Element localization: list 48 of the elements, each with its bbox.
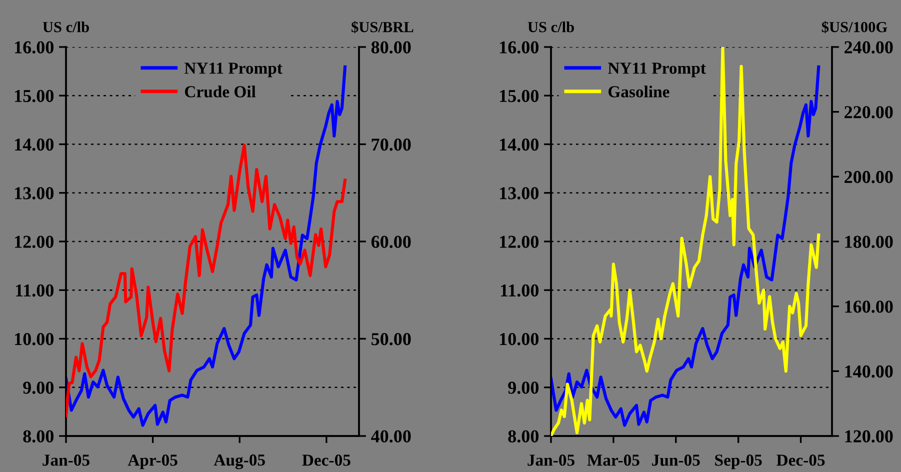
- y-tick-label: 10.00: [500, 333, 539, 346]
- legend-label: Crude Oil: [184, 86, 256, 98]
- y2-tick-label: 220.00: [844, 106, 893, 118]
- y-axis-title: US c/lb: [528, 21, 574, 32]
- y2-tick-label: 240.00: [844, 41, 893, 54]
- y-tick-label: 15.00: [15, 90, 54, 102]
- y2-axis-title: $US/100G: [822, 21, 888, 34]
- x-tick-label: Jan-05: [42, 454, 90, 466]
- y-axis-title: US c/lb: [42, 21, 89, 32]
- y-tick-label: 15.00: [500, 90, 539, 102]
- y2-tick-label: 50.00: [372, 333, 411, 346]
- y-tick-label: 12.00: [15, 236, 54, 248]
- x-tick-label: Sep-05: [715, 454, 762, 470]
- y2-tick-label: 200.00: [844, 170, 893, 184]
- y2-tick-label: 180.00: [845, 236, 893, 248]
- x-tick-label: Jan-05: [528, 454, 574, 466]
- y-tick-label: 11.00: [16, 284, 54, 297]
- x-tick-label: Dec-05: [302, 454, 350, 466]
- legend-label: NY11 Prompt: [184, 62, 282, 78]
- y-tick-label: 16.00: [15, 41, 54, 54]
- y-tick-label: 13.00: [500, 187, 539, 200]
- y-tick-label: 8.00: [23, 430, 54, 443]
- y2-tick-label: 40.00: [371, 430, 411, 443]
- x-tick-label: Dec-05: [776, 454, 825, 466]
- y-tick-label: 9.00: [23, 382, 54, 394]
- y-tick-label: 8.00: [508, 430, 539, 443]
- y2-tick-label: 60.00: [371, 236, 411, 248]
- line-series: [66, 144, 347, 418]
- legend-label: Gasoline: [608, 86, 670, 98]
- y-tick-label: 12.00: [500, 236, 539, 248]
- y2-axis-title: $US/BRL: [352, 21, 414, 34]
- x-tick-label: Aug-05: [214, 454, 265, 470]
- y2-tick-label: 80.00: [371, 41, 411, 54]
- x-tick-label: Jun-05: [652, 454, 700, 466]
- y-tick-label: 11.00: [501, 284, 539, 297]
- y-tick-label: 14.00: [500, 138, 539, 151]
- y2-tick-label: 120.00: [845, 430, 893, 443]
- y-tick-label: 10.00: [15, 333, 54, 346]
- y2-tick-label: 160.00: [845, 300, 893, 313]
- y2-tick-label: 70.00: [372, 138, 411, 151]
- y-tick-label: 13.00: [15, 187, 54, 200]
- y2-tick-label: 140.00: [845, 365, 893, 378]
- x-tick-label: Mar-05: [587, 454, 640, 466]
- x-tick-label: Apr-05: [128, 454, 178, 470]
- legend-label: NY11 Prompt: [608, 62, 706, 78]
- y-tick-label: 9.00: [508, 382, 539, 394]
- y-tick-label: 14.00: [15, 138, 54, 151]
- y-tick-label: 16.00: [500, 41, 539, 54]
